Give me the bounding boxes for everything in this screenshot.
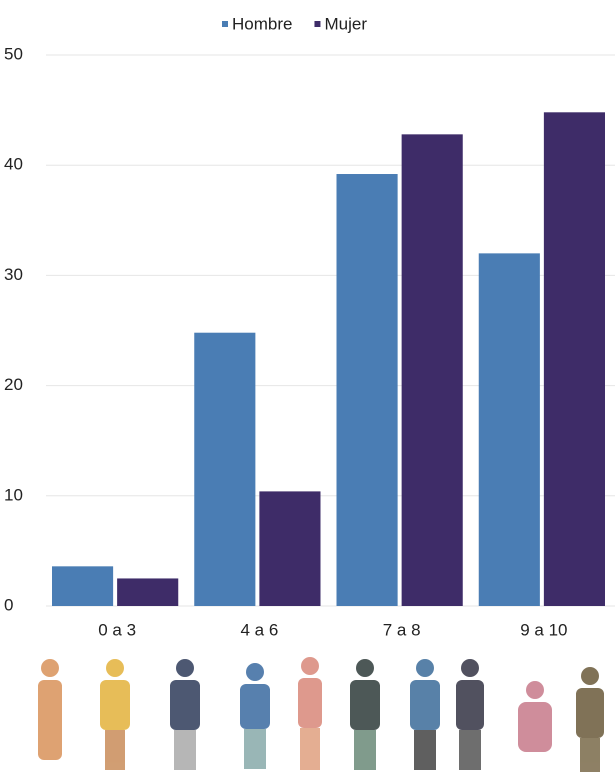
- x-tick-label: 7 a 8: [383, 620, 421, 639]
- y-tick-label: 10: [4, 485, 23, 504]
- bar: [259, 491, 321, 606]
- bar: [543, 112, 605, 606]
- bar: [336, 174, 398, 607]
- y-tick-label: 0: [4, 595, 13, 614]
- bar: [117, 578, 179, 606]
- bar: [401, 134, 463, 606]
- y-tick-label: 40: [4, 155, 23, 174]
- legend-swatch: [222, 21, 228, 27]
- bar: [52, 566, 114, 606]
- illustrations: [38, 657, 604, 772]
- bar: [194, 332, 256, 606]
- legend-swatch: [314, 21, 321, 27]
- x-tick-label: 0 a 3: [98, 620, 136, 639]
- x-tick-label: 4 a 6: [240, 620, 278, 639]
- y-tick-label: 50: [4, 44, 23, 63]
- x-tick-label: 9 a 10: [520, 620, 567, 639]
- y-tick-label: 20: [4, 375, 23, 394]
- y-tick-label: 30: [4, 265, 23, 284]
- bar: [478, 253, 540, 607]
- legend-label: Hombre: [232, 14, 292, 33]
- legend-label: Mujer: [324, 14, 367, 33]
